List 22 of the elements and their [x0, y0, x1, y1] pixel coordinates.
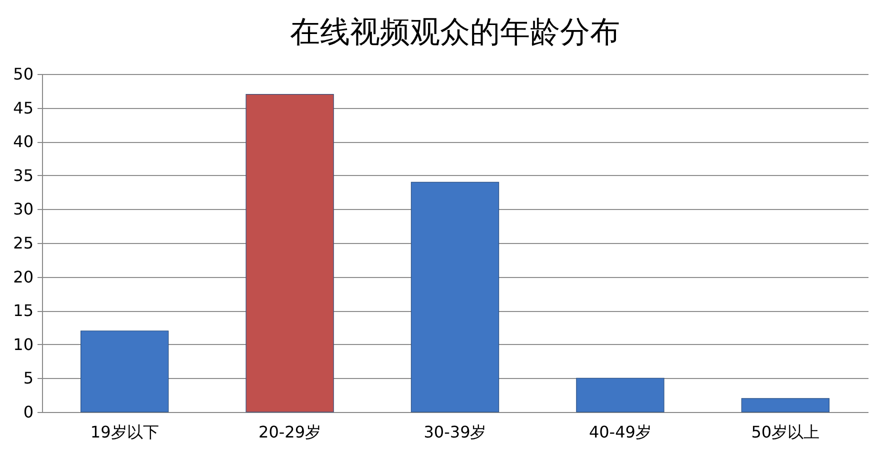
y-tick-label: 10 [13, 334, 34, 354]
bar [576, 378, 664, 412]
bar [741, 398, 830, 412]
y-tick-label: 45 [13, 98, 34, 118]
bar [410, 182, 500, 412]
y-tick-label: 25 [13, 234, 34, 252]
x-tick-label: 20-29岁 [258, 422, 322, 442]
bar [246, 94, 334, 412]
bar [80, 330, 169, 412]
x-tick-label: 19岁以下 [90, 422, 159, 442]
x-tick-label: 40-49岁 [588, 422, 652, 442]
x-tick-label: 50岁以上 [751, 422, 820, 442]
y-tick-label: 20 [13, 267, 34, 286]
chart-title: 在线视频观众的年龄分布 [290, 15, 620, 50]
y-tick-label: 50 [13, 64, 34, 84]
y-tick-label: 5 [23, 368, 34, 388]
y-tick-label: 0 [23, 402, 34, 422]
y-tick-label: 35 [13, 166, 34, 185]
y-tick-label: 15 [13, 301, 34, 320]
y-tick-label: 30 [13, 200, 34, 219]
x-tick-label: 30-39岁 [424, 422, 486, 442]
y-tick-label: 40 [13, 132, 34, 152]
